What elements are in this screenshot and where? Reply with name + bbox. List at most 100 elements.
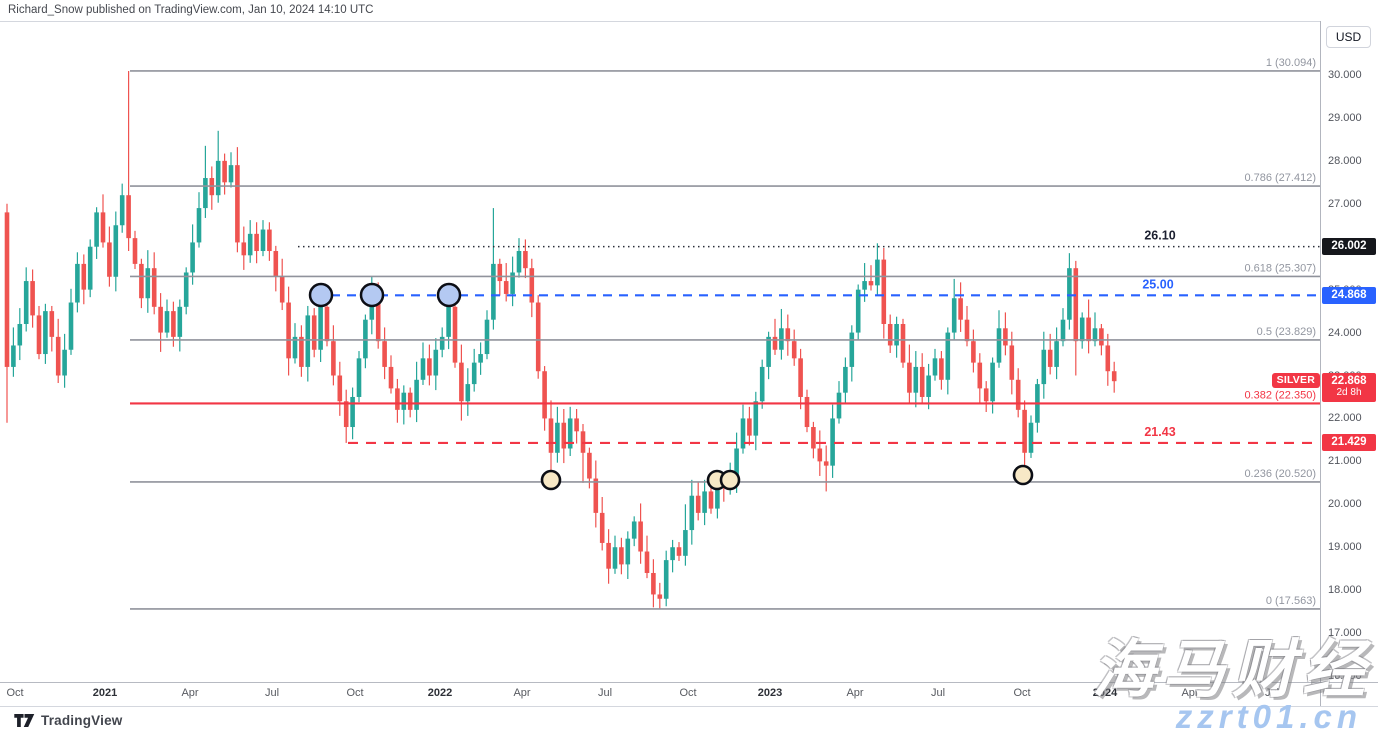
time-axis-separator (0, 682, 1378, 683)
price-axis-border (1320, 21, 1321, 706)
candle-body (1060, 319, 1066, 342)
price-tick-label: 16.000 (1328, 670, 1362, 683)
candle-body (17, 323, 23, 346)
candle-body (183, 272, 189, 307)
candle-body (279, 276, 285, 303)
candle-body (414, 379, 419, 410)
blue-circle-marker[interactable] (359, 282, 385, 308)
candle-body (951, 298, 957, 333)
time-tick-year: 2022 (427, 687, 453, 699)
blue-circle-marker[interactable] (436, 282, 462, 308)
time-tick-month: Apr (846, 687, 864, 699)
candle-body (446, 306, 451, 337)
candle-body (734, 448, 739, 481)
candle-body (855, 289, 861, 333)
candle-body (350, 396, 355, 428)
candle-body (395, 388, 400, 410)
candle-body (1022, 409, 1027, 453)
price-tick-label: 17.000 (1328, 627, 1362, 640)
candle-body (887, 323, 893, 346)
candle-body (305, 315, 311, 367)
time-axis[interactable]: Oct 2021 Apr Jul Oct 2022 Apr Jul Oct 2023 Apr Jul O… (0, 683, 1320, 706)
candle-body (971, 341, 976, 363)
tan-circle-marker[interactable] (1012, 464, 1034, 486)
price-tick-label: 20.000 (1328, 498, 1362, 511)
candle-body (983, 388, 989, 402)
price-badge: 22.868 2d 8h (1322, 373, 1376, 403)
candle-body (356, 358, 362, 397)
candle-body (913, 366, 919, 393)
candle-body (593, 478, 599, 513)
tan-circle-marker[interactable] (540, 469, 562, 491)
candle-body (977, 362, 983, 389)
candle-body (139, 263, 144, 299)
candle-body (36, 315, 42, 355)
price-tick-label: 21.000 (1328, 455, 1362, 468)
fib-level-label: 0.5 (23.829) (1257, 326, 1316, 338)
candle-body (427, 358, 432, 376)
candle-body (267, 229, 272, 252)
candle-body (625, 538, 631, 565)
candle-body (311, 315, 317, 350)
time-tick-month: Apr (1181, 687, 1199, 699)
candle-body (907, 362, 912, 393)
candle-body (388, 366, 394, 389)
candle-body (94, 212, 99, 247)
candle-body (900, 323, 906, 363)
candle-body (702, 491, 707, 513)
candle-body (894, 323, 899, 346)
candle-body (631, 521, 637, 539)
blue-circle-marker[interactable] (308, 282, 334, 308)
chart-canvas[interactable]: 1 (30.094) 0.786 (27.412) 0.618 (25.307) 0.… (0, 0, 1320, 682)
time-tick-month: Jul (930, 687, 946, 699)
symbol-price-tag: SILVER (1271, 373, 1320, 388)
price-tick-label: 29.000 (1328, 111, 1362, 124)
candle-body (708, 491, 714, 509)
candle-body (286, 302, 291, 359)
candle-body (1054, 341, 1059, 367)
candle-body (574, 418, 579, 432)
price-tick-label: 28.000 (1328, 154, 1362, 167)
candle-body (337, 375, 343, 402)
candle-body (126, 195, 131, 239)
price-tick-label: 27.000 (1328, 197, 1362, 210)
candle-body (1099, 328, 1104, 346)
tan-circle-marker[interactable] (719, 469, 741, 491)
candle-body (119, 195, 125, 226)
candle-body (1067, 268, 1072, 320)
candle-body (190, 242, 195, 273)
candle-body (561, 422, 567, 449)
currency-toggle-button[interactable]: USD (1326, 26, 1371, 48)
candle-body (100, 212, 106, 243)
candle-body (1073, 268, 1079, 342)
fib-level-label: 0.786 (27.412) (1244, 172, 1316, 184)
fib-level-label: 0.236 (20.520) (1244, 468, 1316, 480)
candle-body (369, 298, 375, 320)
tradingview-logo[interactable]: TradingView (14, 713, 122, 728)
candle-body (171, 311, 176, 337)
candle-body (420, 358, 426, 380)
candle-body (689, 495, 695, 531)
candle-body (484, 319, 490, 355)
candle-body (1092, 328, 1098, 342)
fib-level-label: 0 (17.563) (1266, 595, 1316, 607)
candle-body (945, 332, 951, 380)
countdown-timer: 2d 8h (1336, 387, 1362, 399)
time-tick-month: Apr (513, 687, 531, 699)
candle-body (683, 530, 688, 556)
candle-body (990, 362, 995, 402)
candle-body (715, 482, 720, 509)
candle-body (228, 165, 234, 183)
candle-body (164, 311, 170, 333)
price-tick-label: 22.000 (1328, 412, 1362, 425)
candle-body (926, 375, 931, 397)
price-tick-label: 30.000 (1328, 69, 1362, 81)
price-axis[interactable]: 30.00029.00028.00027.00026.00025.00024.0… (1321, 21, 1378, 682)
time-tick-month: Oct (346, 687, 364, 699)
candle-body (407, 392, 413, 410)
candle-body (817, 448, 823, 462)
candle-body (1015, 379, 1021, 410)
candle-body (215, 160, 221, 196)
time-tick-year: 2021 (92, 687, 118, 699)
candle-body (510, 272, 515, 294)
